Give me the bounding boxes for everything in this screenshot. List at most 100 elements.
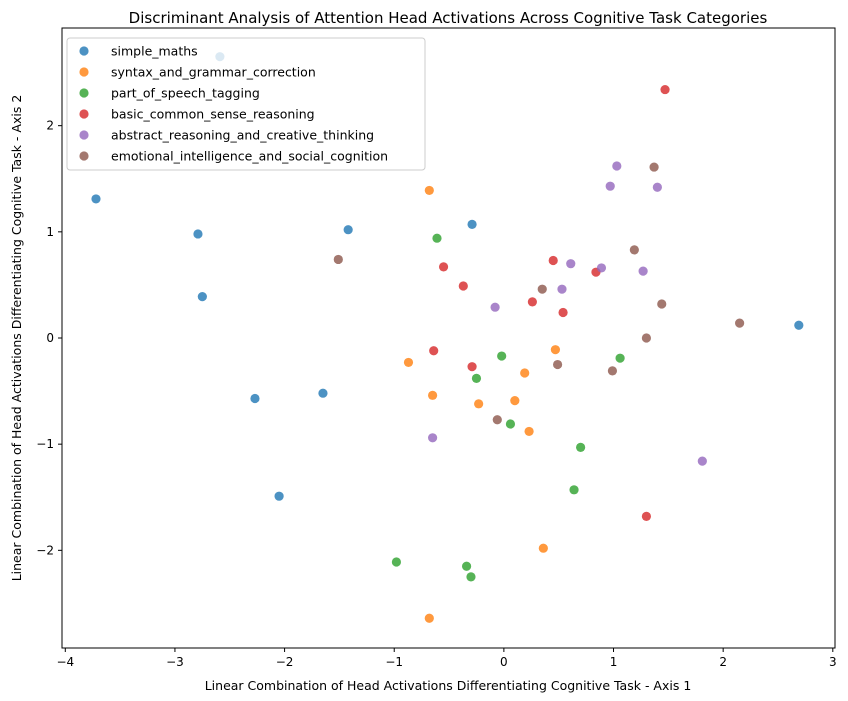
data-point bbox=[505, 419, 516, 429]
data-point bbox=[660, 84, 670, 95]
data-point bbox=[428, 433, 438, 443]
x-tick-label: 3 bbox=[829, 655, 837, 669]
data-point bbox=[596, 263, 607, 273]
data-point bbox=[466, 572, 476, 582]
x-tick-label: −2 bbox=[276, 655, 294, 669]
x-axis-ticks: −4 −3 −2 −1 0 1 2 3 bbox=[56, 648, 837, 669]
data-point bbox=[467, 362, 477, 372]
series-part_of_speech_tagging bbox=[391, 233, 625, 582]
data-points bbox=[91, 52, 804, 623]
y-tick-label: 1 bbox=[46, 225, 54, 239]
legend-marker bbox=[79, 46, 89, 56]
data-point bbox=[520, 368, 530, 378]
x-tick-label: −1 bbox=[385, 655, 403, 669]
series-simple_maths bbox=[91, 52, 804, 501]
legend-frame bbox=[66, 37, 426, 171]
data-point bbox=[557, 284, 567, 294]
legend-marker bbox=[79, 67, 89, 77]
data-point bbox=[558, 307, 568, 318]
legend-label: part_of_speech_tagging bbox=[111, 86, 260, 101]
data-point bbox=[250, 393, 260, 404]
data-point bbox=[510, 396, 520, 406]
y-tick-label: −1 bbox=[36, 437, 54, 451]
legend-marker bbox=[79, 109, 89, 119]
data-point bbox=[424, 613, 434, 623]
data-point bbox=[550, 345, 561, 355]
data-point bbox=[735, 318, 745, 328]
data-point bbox=[497, 351, 507, 361]
data-point bbox=[432, 233, 442, 243]
data-point bbox=[492, 415, 502, 425]
data-point bbox=[429, 346, 439, 356]
data-point bbox=[333, 254, 343, 265]
y-axis-ticks: −2 −1 0 1 2 bbox=[36, 119, 62, 557]
series-basic_common_sense_reasoning bbox=[429, 84, 670, 521]
legend-label: simple_maths bbox=[111, 44, 198, 59]
series-emotional_intelligence_and_social_cognition bbox=[333, 162, 745, 425]
chart-title: Discriminant Analysis of Attention Head … bbox=[129, 9, 768, 27]
legend: simple_maths syntax_and_grammar_correctio… bbox=[66, 37, 426, 171]
data-point bbox=[605, 181, 615, 191]
data-point bbox=[641, 511, 652, 521]
legend-marker bbox=[79, 88, 89, 98]
plot-area: −4 −3 −2 −1 0 1 2 3 −2 −1 0 1 2 bbox=[36, 27, 837, 669]
data-point bbox=[638, 266, 648, 276]
data-point bbox=[458, 281, 468, 291]
x-tick-label: −4 bbox=[56, 655, 74, 669]
data-point bbox=[461, 561, 472, 571]
y-axis-label: Linear Combination of Head Activations D… bbox=[9, 95, 24, 582]
x-tick-label: 0 bbox=[500, 655, 508, 669]
data-point bbox=[537, 284, 547, 294]
legend-label: syntax_and_grammar_correction bbox=[111, 65, 316, 80]
data-point bbox=[391, 557, 402, 567]
data-point bbox=[657, 299, 667, 309]
data-point bbox=[274, 491, 284, 501]
x-tick-label: 1 bbox=[610, 655, 618, 669]
data-point bbox=[403, 357, 414, 368]
data-point bbox=[607, 366, 618, 376]
data-point bbox=[527, 297, 537, 307]
data-point bbox=[91, 194, 101, 204]
x-axis-label: Linear Combination of Head Activations D… bbox=[205, 678, 692, 693]
data-point bbox=[424, 185, 434, 196]
y-tick-label: 2 bbox=[46, 119, 54, 133]
data-point bbox=[576, 442, 586, 452]
x-tick-label: 2 bbox=[719, 655, 727, 669]
data-point bbox=[343, 225, 353, 235]
legend-label: abstract_reasoning_and_creative_thinking bbox=[111, 128, 374, 143]
data-point bbox=[318, 388, 328, 398]
data-point bbox=[649, 162, 659, 172]
data-point bbox=[197, 291, 207, 302]
data-point bbox=[193, 229, 203, 239]
y-tick-label: 0 bbox=[46, 331, 54, 345]
data-point bbox=[697, 456, 707, 466]
data-point bbox=[467, 219, 477, 230]
data-point bbox=[629, 245, 639, 255]
y-tick-label: −2 bbox=[36, 543, 54, 557]
series-abstract_reasoning_and_creative_thinking bbox=[428, 161, 707, 466]
data-point bbox=[612, 161, 622, 171]
data-point bbox=[794, 320, 804, 330]
legend-marker bbox=[79, 151, 89, 161]
data-point bbox=[652, 182, 662, 192]
data-point bbox=[569, 485, 579, 495]
data-point bbox=[490, 302, 500, 312]
data-point bbox=[474, 399, 484, 409]
data-point bbox=[566, 259, 576, 269]
data-point bbox=[641, 333, 652, 343]
data-point bbox=[615, 353, 625, 363]
data-point bbox=[438, 262, 449, 272]
legend-label: emotional_intelligence_and_social_cognit… bbox=[111, 149, 388, 164]
data-point bbox=[471, 373, 482, 383]
legend-marker bbox=[79, 130, 89, 140]
x-tick-label: −3 bbox=[166, 655, 184, 669]
legend-label: basic_common_sense_reasoning bbox=[111, 107, 315, 122]
legend-items: simple_maths syntax_and_grammar_correctio… bbox=[79, 44, 388, 164]
data-point bbox=[524, 426, 534, 437]
data-point bbox=[548, 255, 558, 266]
data-point bbox=[552, 359, 563, 370]
data-point bbox=[538, 543, 548, 553]
series-syntax_and_grammar_correction bbox=[403, 185, 561, 623]
data-point bbox=[428, 390, 438, 400]
